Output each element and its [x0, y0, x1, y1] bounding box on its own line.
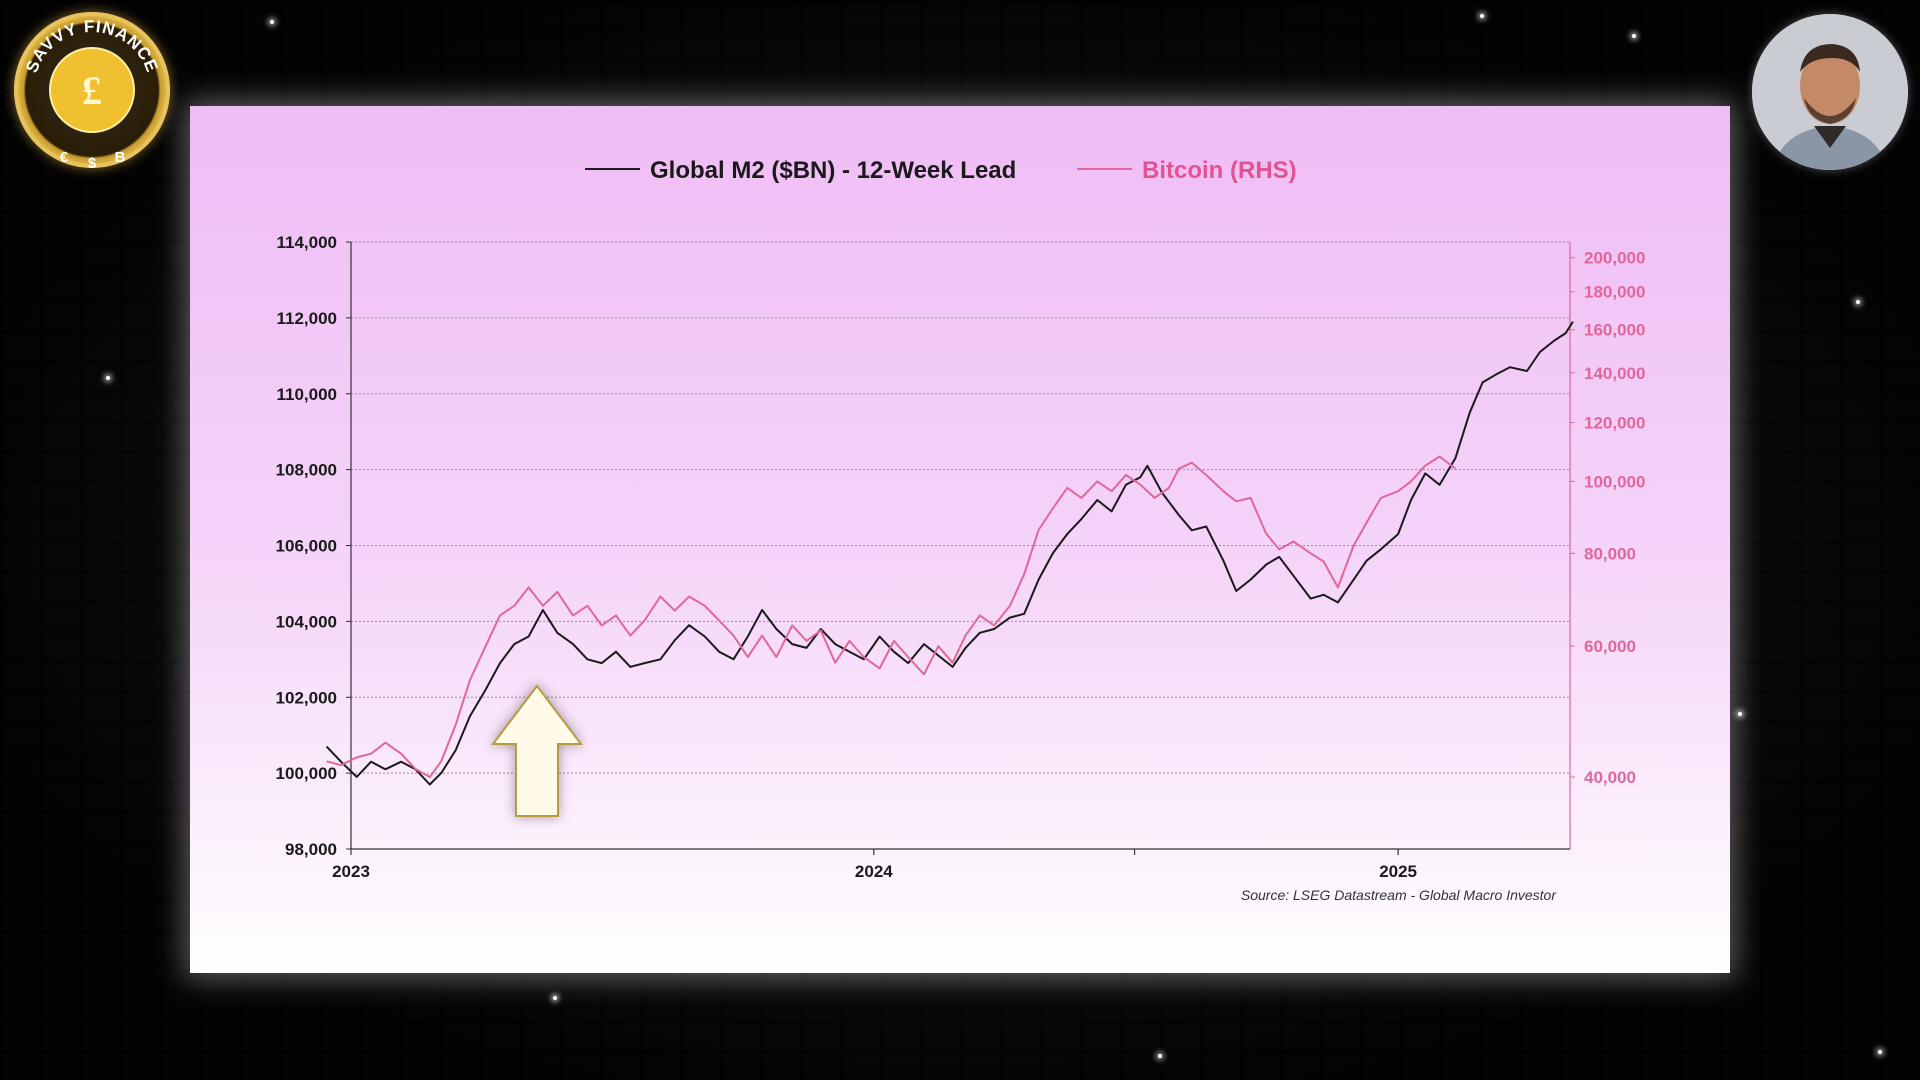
sparkle	[1856, 300, 1860, 304]
sparkle	[1738, 712, 1742, 716]
left-tick-label: 108,000	[276, 461, 337, 480]
x-tick-label: 2025	[1379, 862, 1417, 881]
left-tick-label: 112,000	[276, 309, 337, 328]
legend-label-btc: Bitcoin (RHS)	[1142, 157, 1297, 184]
up-arrow-annotation	[490, 684, 584, 817]
up-arrow-icon	[490, 684, 584, 817]
pound-icon: £	[82, 68, 102, 113]
legend: Global M2 ($BN) - 12-Week Lead Bitcoin (…	[585, 157, 1297, 184]
legend-label-m2: Global M2 ($BN) - 12-Week Lead	[650, 157, 1016, 184]
sparkle	[106, 376, 110, 380]
x-tick-label: 2023	[332, 862, 370, 881]
sparkle	[1480, 14, 1484, 18]
right-tick-label: 180,000	[1584, 283, 1645, 302]
right-tick-label: 200,000	[1584, 249, 1645, 268]
dollar-icon: $	[88, 155, 97, 168]
chart-card: 114,000 112,000 110,000 108,000 106,000 104,0…	[190, 106, 1730, 973]
sparkle	[1878, 1050, 1882, 1054]
channel-logo: SAVVY FINANCE £ € $ B	[14, 12, 170, 168]
axes: 114,000 112,000 110,000 108,000 106,000 104,0…	[276, 233, 1646, 881]
sparkle	[1158, 1054, 1162, 1058]
right-tick-label: 140,000	[1584, 364, 1645, 383]
series-lines	[325, 321, 1574, 786]
m2-line	[325, 321, 1574, 786]
euro-icon: €	[60, 149, 69, 166]
bitcoin-line	[326, 455, 1457, 778]
sparkle	[553, 996, 557, 1000]
chart-canvas: 114,000 112,000 110,000 108,000 106,000 104,0…	[276, 157, 1646, 903]
left-tick-label: 98,000	[285, 840, 337, 859]
right-tick-label: 120,000	[1584, 414, 1645, 433]
right-tick-label: 40,000	[1584, 768, 1636, 787]
left-tick-label: 106,000	[276, 537, 337, 556]
left-tick-label: 110,000	[276, 385, 337, 404]
sparkle	[270, 20, 274, 24]
source-note: Source: LSEG Datastream - Global Macro I…	[1241, 887, 1557, 903]
left-tick-label: 100,000	[276, 764, 337, 783]
right-tick-label: 100,000	[1584, 472, 1645, 491]
x-tick-label: 2024	[855, 862, 893, 881]
sparkle	[1632, 34, 1636, 38]
right-tick-label: 160,000	[1584, 321, 1645, 340]
bitcoin-icon: B	[115, 149, 126, 166]
right-tick-label: 60,000	[1584, 637, 1636, 656]
left-tick-label: 104,000	[276, 612, 337, 631]
right-tick-label: 80,000	[1584, 544, 1636, 563]
left-tick-label: 114,000	[276, 233, 337, 252]
left-tick-label: 102,000	[276, 688, 337, 707]
presenter-avatar	[1752, 14, 1908, 170]
